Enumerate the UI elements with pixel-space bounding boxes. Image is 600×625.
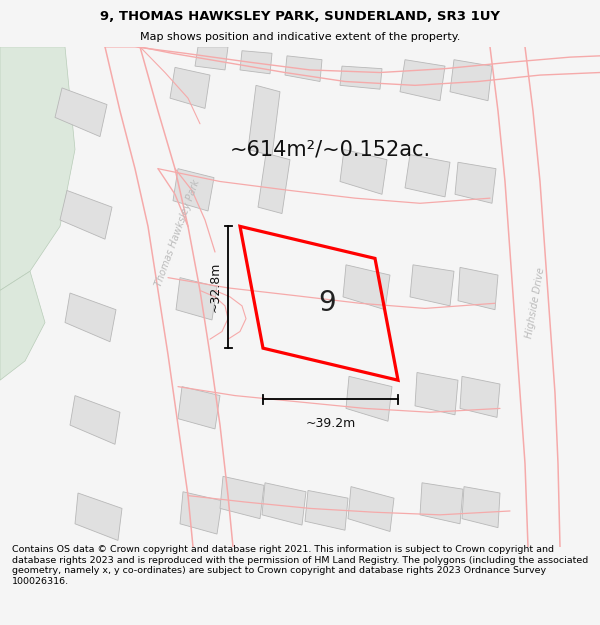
Polygon shape: [410, 265, 454, 306]
Polygon shape: [65, 293, 116, 342]
Polygon shape: [346, 376, 392, 421]
Polygon shape: [55, 88, 107, 137]
Polygon shape: [173, 169, 214, 211]
Text: Thomas Hawksley Park: Thomas Hawksley Park: [154, 178, 202, 288]
Polygon shape: [178, 387, 220, 429]
Text: Highside Drive: Highside Drive: [524, 267, 546, 339]
Polygon shape: [340, 66, 382, 89]
Polygon shape: [220, 476, 264, 519]
Text: 9, THOMAS HAWKSLEY PARK, SUNDERLAND, SR3 1UY: 9, THOMAS HAWKSLEY PARK, SUNDERLAND, SR3…: [100, 10, 500, 23]
Polygon shape: [343, 265, 390, 310]
Polygon shape: [400, 60, 445, 101]
Polygon shape: [262, 482, 306, 525]
Polygon shape: [0, 271, 45, 380]
Polygon shape: [415, 372, 458, 415]
Polygon shape: [405, 154, 450, 197]
Polygon shape: [458, 268, 498, 310]
Polygon shape: [305, 491, 348, 530]
Polygon shape: [285, 56, 322, 81]
Polygon shape: [170, 68, 210, 108]
Polygon shape: [240, 51, 272, 74]
Text: Map shows position and indicative extent of the property.: Map shows position and indicative extent…: [140, 32, 460, 42]
Polygon shape: [195, 47, 228, 70]
Text: ~32.8m: ~32.8m: [209, 262, 222, 312]
Text: 9: 9: [318, 289, 336, 318]
Polygon shape: [75, 493, 122, 541]
Polygon shape: [460, 376, 500, 418]
Polygon shape: [70, 396, 120, 444]
Polygon shape: [420, 482, 463, 524]
Polygon shape: [455, 162, 496, 203]
Polygon shape: [348, 487, 394, 531]
Polygon shape: [462, 487, 500, 528]
Polygon shape: [180, 492, 222, 534]
Polygon shape: [340, 149, 387, 194]
Polygon shape: [176, 278, 217, 320]
Text: Contains OS data © Crown copyright and database right 2021. This information is : Contains OS data © Crown copyright and d…: [12, 545, 588, 586]
Polygon shape: [450, 60, 492, 101]
Polygon shape: [60, 191, 112, 239]
Polygon shape: [248, 86, 280, 156]
Text: ~614m²/~0.152ac.: ~614m²/~0.152ac.: [229, 139, 431, 159]
Polygon shape: [258, 153, 290, 214]
Text: ~39.2m: ~39.2m: [305, 418, 356, 431]
Polygon shape: [0, 47, 75, 291]
